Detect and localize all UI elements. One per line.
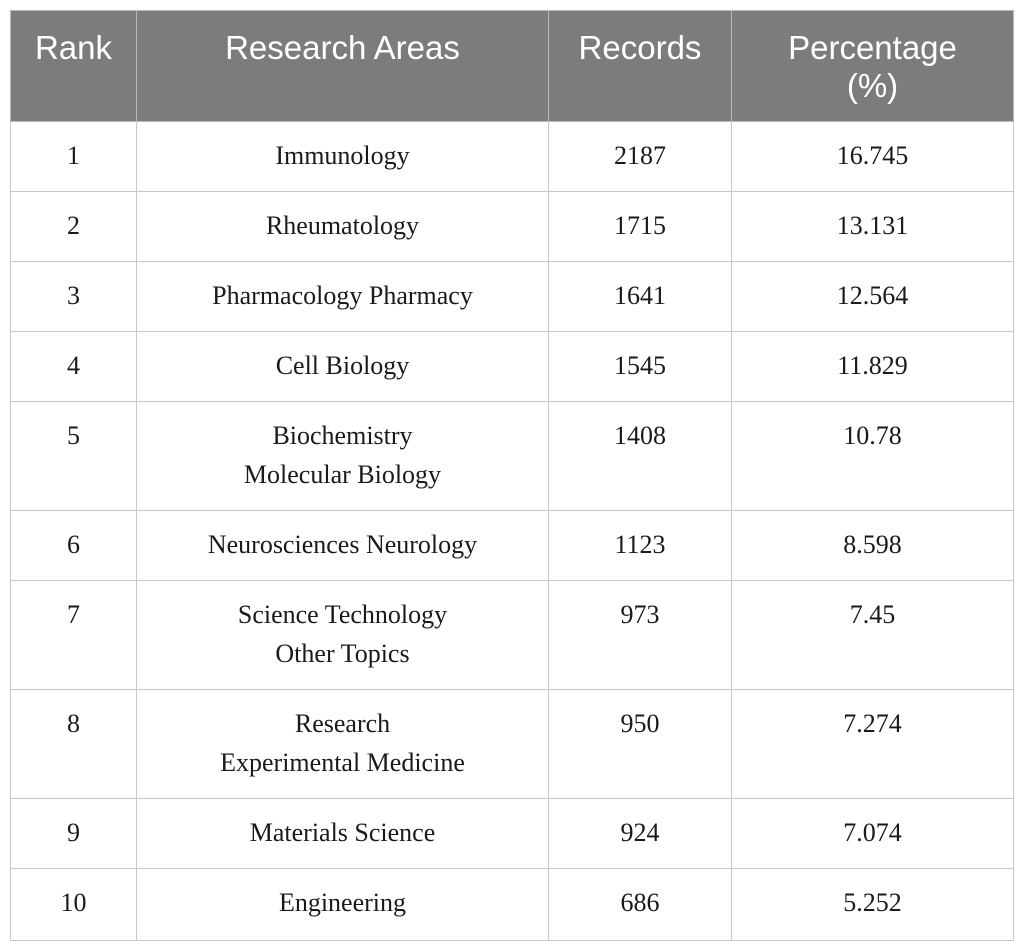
- cell-records: 1123: [548, 510, 732, 581]
- cell-research-area: Immunology: [136, 121, 549, 192]
- cell-rank: 4: [10, 331, 137, 402]
- cell-percentage: 7.074: [731, 798, 1014, 869]
- table-row: 4 Cell Biology 1545 11.829: [10, 331, 1014, 402]
- research-areas-table: Rank Research Areas Records Percentage (…: [10, 10, 1014, 941]
- cell-records: 973: [548, 580, 732, 690]
- cell-records: 686: [548, 868, 732, 941]
- cell-research-area: Engineering: [136, 868, 549, 941]
- header-percentage-line2: (%): [846, 67, 899, 104]
- research-areas-table-container: Rank Research Areas Records Percentage (…: [10, 10, 1014, 941]
- table-row: 10 Engineering 686 5.252: [10, 868, 1014, 941]
- cell-percentage: 7.274: [731, 689, 1014, 799]
- cell-percentage: 7.45: [731, 580, 1014, 690]
- research-area-line: Engineering: [278, 888, 407, 917]
- cell-rank: 10: [10, 868, 137, 941]
- header-rank: Rank: [10, 10, 137, 122]
- table-body: 1 Immunology 2187 16.745 2 Rheumatology 1715 13…: [10, 121, 1014, 941]
- cell-research-area: Cell Biology: [136, 331, 549, 402]
- cell-rank: 5: [10, 401, 137, 511]
- header-percentage-line1: Percentage: [788, 29, 957, 66]
- cell-rank: 3: [10, 261, 137, 332]
- cell-research-area: Materials Science: [136, 798, 549, 869]
- cell-rank: 1: [10, 121, 137, 192]
- research-area-line: Neurosciences Neurology: [207, 530, 478, 559]
- research-area-line: Materials Science: [249, 818, 436, 847]
- research-area-line: Other Topics: [275, 639, 410, 668]
- cell-research-area: Pharmacology Pharmacy: [136, 261, 549, 332]
- research-area-line: Molecular Biology: [243, 460, 442, 489]
- cell-percentage: 12.564: [731, 261, 1014, 332]
- cell-research-area: Biochemistry Molecular Biology: [136, 401, 549, 511]
- cell-rank: 9: [10, 798, 137, 869]
- cell-research-area: Rheumatology: [136, 191, 549, 262]
- research-area-line: Science Technology: [237, 600, 448, 629]
- research-area-line: Rheumatology: [265, 211, 420, 240]
- table-row: 9 Materials Science 924 7.074: [10, 798, 1014, 869]
- cell-research-area: Science Technology Other Topics: [136, 580, 549, 690]
- cell-rank: 8: [10, 689, 137, 799]
- cell-percentage: 13.131: [731, 191, 1014, 262]
- cell-records: 2187: [548, 121, 732, 192]
- cell-research-area: Neurosciences Neurology: [136, 510, 549, 581]
- table-row: 6 Neurosciences Neurology 1123 8.598: [10, 510, 1014, 581]
- research-area-line: Cell Biology: [275, 351, 410, 380]
- table-row: 7 Science Technology Other Topics 973 7.45: [10, 580, 1014, 690]
- table-row: 1 Immunology 2187 16.745: [10, 121, 1014, 192]
- research-area-line: Biochemistry: [272, 421, 413, 450]
- cell-rank: 7: [10, 580, 137, 690]
- table-row: 8 Research Experimental Medicine 950 7.274: [10, 689, 1014, 799]
- research-area-line: Research: [294, 709, 391, 738]
- table-header: Rank Research Areas Records Percentage (…: [10, 10, 1014, 122]
- cell-percentage: 16.745: [731, 121, 1014, 192]
- table-row: 5 Biochemistry Molecular Biology 1408 10.78: [10, 401, 1014, 511]
- research-area-line: Pharmacology Pharmacy: [212, 281, 473, 310]
- cell-percentage: 11.829: [731, 331, 1014, 402]
- cell-records: 1715: [548, 191, 732, 262]
- research-area-line: Immunology: [275, 141, 410, 170]
- cell-rank: 2: [10, 191, 137, 262]
- cell-records: 1545: [548, 331, 732, 402]
- table-row: 3 Pharmacology Pharmacy 1641 12.564: [10, 261, 1014, 332]
- header-row: Rank Research Areas Records Percentage (…: [10, 10, 1014, 122]
- header-research-areas: Research Areas: [136, 10, 549, 122]
- header-records: Records: [548, 10, 732, 122]
- header-percentage: Percentage (%): [731, 10, 1014, 122]
- cell-rank: 6: [10, 510, 137, 581]
- cell-records: 1641: [548, 261, 732, 332]
- cell-records: 924: [548, 798, 732, 869]
- cell-records: 950: [548, 689, 732, 799]
- cell-research-area: Research Experimental Medicine: [136, 689, 549, 799]
- research-area-line: Experimental Medicine: [220, 748, 465, 777]
- cell-percentage: 10.78: [731, 401, 1014, 511]
- cell-percentage: 5.252: [731, 868, 1014, 941]
- cell-records: 1408: [548, 401, 732, 511]
- table-row: 2 Rheumatology 1715 13.131: [10, 191, 1014, 262]
- cell-percentage: 8.598: [731, 510, 1014, 581]
